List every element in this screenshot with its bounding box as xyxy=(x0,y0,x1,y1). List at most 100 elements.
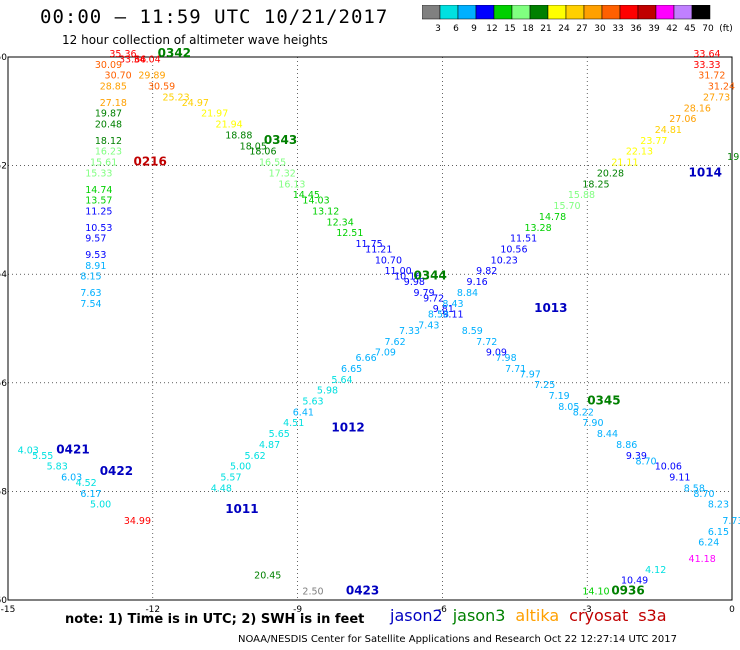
scale-label: 27 xyxy=(576,24,587,34)
scale-label: 18 xyxy=(522,24,534,34)
pass-id-label: 0421 xyxy=(56,442,89,456)
swh-value: 20.28 xyxy=(597,168,624,179)
lat-tick-label: -52 xyxy=(0,162,7,172)
swh-value: 9.98 xyxy=(404,277,425,288)
swh-value: 18.06 xyxy=(249,147,276,158)
swh-value: 7.73 xyxy=(722,516,740,527)
swh-value: 5.57 xyxy=(220,473,241,484)
swh-value: 9.11 xyxy=(442,310,463,321)
legend-item-cryosat: cryosat xyxy=(569,606,629,625)
swh-value: 16.55 xyxy=(259,158,286,169)
swh-value: 2.50 xyxy=(302,587,323,598)
swh-value: 12.51 xyxy=(336,228,363,239)
swh-value: 4.51 xyxy=(283,418,304,429)
swh-value: 30.70 xyxy=(105,71,132,82)
swh-value: 24.97 xyxy=(182,98,209,109)
swh-value: 13.28 xyxy=(524,223,551,234)
swh-value: 16.23 xyxy=(95,147,122,158)
swh-value: 24.81 xyxy=(655,125,682,136)
scale-label: 45 xyxy=(684,24,695,34)
swh-value: 9.79 xyxy=(413,288,434,299)
footnote: note: 1) Time is in UTC; 2) SWH is in fe… xyxy=(65,612,365,627)
swh-value: 25.23 xyxy=(162,92,189,103)
swh-value: 8.86 xyxy=(616,440,637,451)
swh-value: 9.82 xyxy=(476,266,497,277)
swh-value: 19.87 xyxy=(95,109,122,120)
swh-value: 9.53 xyxy=(85,250,106,261)
swh-value: 18.05 xyxy=(240,141,267,152)
swh-value: 8.59 xyxy=(462,326,483,337)
pass-id-label: 0216 xyxy=(133,155,166,169)
swh-value: 22.13 xyxy=(626,147,653,158)
map-subtitle: 12 hour collection of altimeter wave hei… xyxy=(62,33,328,47)
swh-value: 6.17 xyxy=(80,489,101,500)
swh-value: 18.12 xyxy=(95,136,122,147)
pass-id-label: 0345 xyxy=(587,394,620,408)
swh-value: 31.72 xyxy=(698,71,725,82)
swh-value: 8.84 xyxy=(457,288,478,299)
swh-value: 11.21 xyxy=(365,244,392,255)
map-title: 00:00 – 11:59 UTC 10/21/2017 xyxy=(40,6,389,28)
lat-tick-label: -60 xyxy=(0,596,7,606)
swh-value: 4.52 xyxy=(76,478,97,489)
swh-value: 41.18 xyxy=(689,554,716,565)
swh-value: 19.00 xyxy=(727,152,740,163)
swh-value: 15.61 xyxy=(90,158,117,169)
swh-value: 7.97 xyxy=(520,369,541,380)
swh-value: 7.25 xyxy=(534,380,555,391)
color-scale: 3 6 9 12 15 18 21 24 27 30 33 36 39 42 45 70 (ft) xyxy=(422,5,732,34)
pass-id-label: 1014 xyxy=(689,165,722,179)
swh-value: 17.32 xyxy=(269,168,296,179)
swh-value: 27.18 xyxy=(100,98,127,109)
swh-value: 7.71 xyxy=(505,364,526,375)
pass-id-label: 0936 xyxy=(611,584,644,598)
scale-label: 21 xyxy=(540,24,551,34)
swh-value: 7.72 xyxy=(476,337,497,348)
legend-item-jason2: jason2 xyxy=(390,606,443,625)
swh-value: 7.62 xyxy=(384,337,405,348)
swh-value: 10.56 xyxy=(500,244,527,255)
swh-value: 9.57 xyxy=(85,234,106,245)
pass-id-label: 0342 xyxy=(158,46,191,60)
pass-id-label: 1012 xyxy=(331,421,364,435)
swh-value: 7.90 xyxy=(582,418,603,429)
map-frame xyxy=(7,56,733,601)
legend-item-jason3: jason3 xyxy=(452,606,506,625)
lon-tick-label: -15 xyxy=(1,605,16,615)
swh-value: 5.00 xyxy=(230,462,251,473)
swh-value: 6.03 xyxy=(61,473,82,484)
swh-value: 18.88 xyxy=(225,130,252,141)
swh-value: 33.66 xyxy=(119,54,146,65)
lat-tick-label: -54 xyxy=(0,270,7,280)
swh-value: 33.33 xyxy=(693,60,720,71)
swh-value: 27.73 xyxy=(703,92,730,103)
swh-value: 34.99 xyxy=(124,516,151,527)
swh-value: 8.23 xyxy=(708,500,729,511)
swh-value: 30.09 xyxy=(95,60,122,71)
swh-value: 8.58 xyxy=(684,483,705,494)
swh-value: 10.06 xyxy=(655,462,682,473)
swh-value: 7.98 xyxy=(495,353,516,364)
swh-value: 8.58 xyxy=(428,310,449,321)
swh-value: 10.53 xyxy=(85,223,112,234)
swh-value: 6.66 xyxy=(356,353,377,364)
swh-value: 4.12 xyxy=(645,565,666,576)
lat-tick-label: -56 xyxy=(0,379,7,389)
swh-value: 8.70 xyxy=(693,489,714,500)
lon-tick-label: 0 xyxy=(729,605,735,615)
swh-value: 12.34 xyxy=(327,217,354,228)
swh-value: 16.13 xyxy=(278,179,305,190)
swh-value: 35.36 xyxy=(109,49,136,60)
lat-tick-label: -50 xyxy=(0,53,7,63)
swh-value: 9.09 xyxy=(486,348,507,359)
swh-value: 14.78 xyxy=(539,212,566,223)
pass-id-label: 0422 xyxy=(100,464,133,478)
scale-label: 9 xyxy=(471,24,477,34)
swh-value: 6.65 xyxy=(341,364,362,375)
swh-value: 31.24 xyxy=(708,82,735,93)
swh-value: 7.09 xyxy=(375,348,396,359)
swh-value: 8.22 xyxy=(573,407,594,418)
scale-label: 12 xyxy=(486,24,497,34)
swh-value: 21.94 xyxy=(216,120,243,131)
